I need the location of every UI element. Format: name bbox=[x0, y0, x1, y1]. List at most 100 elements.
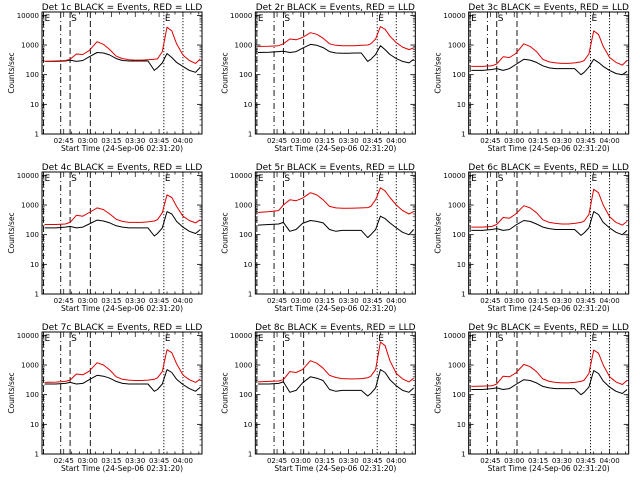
y-tick-label: 10 bbox=[30, 101, 39, 109]
marker-label: E bbox=[471, 334, 477, 344]
y-tick-label: 10000 bbox=[443, 332, 465, 340]
y-tick-label: 1 bbox=[248, 131, 252, 139]
x-tick-label: 04:00 bbox=[600, 297, 620, 305]
marker-label: E bbox=[45, 14, 51, 24]
marker-label: E bbox=[165, 174, 171, 184]
x-tick-label: 03:45 bbox=[362, 297, 382, 305]
y-axis-label: Counts/sec bbox=[7, 212, 16, 253]
panel-title: Det 6c BLACK = Events, RED = LLD bbox=[468, 163, 629, 173]
x-tick-label: 03:15 bbox=[528, 297, 548, 305]
x-tick-label: 03:30 bbox=[125, 297, 145, 305]
y-tick-label: 10000 bbox=[17, 172, 39, 180]
y-tick-label: 10 bbox=[243, 421, 252, 429]
panel-det-1: Det 1c BLACK = Events, RED = LLD 1 10 100 10… bbox=[7, 3, 203, 153]
x-tick-label: 03:30 bbox=[338, 457, 358, 465]
panel-det-8: Det 8c BLACK = Events, RED = LLD 1 10 100 10… bbox=[220, 323, 416, 473]
events-series-line bbox=[257, 43, 415, 64]
y-tick-label: 1000 bbox=[235, 362, 253, 370]
y-tick-label: 10000 bbox=[230, 172, 252, 180]
y-axis-label: Counts/sec bbox=[220, 372, 229, 413]
y-tick-label: 10000 bbox=[443, 172, 465, 180]
lld-series-line bbox=[257, 26, 414, 51]
panel-det-3: Det 3c BLACK = Events, RED = LLD 1 10 100 10… bbox=[434, 3, 630, 153]
x-tick-label: 03:30 bbox=[125, 137, 145, 145]
y-tick-label: 1000 bbox=[235, 42, 253, 50]
x-tick-label: 03:30 bbox=[338, 297, 358, 305]
y-axis-label: Counts/sec bbox=[7, 372, 16, 413]
y-tick-label: 10000 bbox=[17, 12, 39, 20]
plot-frame bbox=[468, 331, 630, 455]
marker-label: E bbox=[471, 174, 477, 184]
panel-det-5: Det 5r BLACK = Events, RED = LLD 1 10 100 10… bbox=[220, 163, 416, 313]
marker-label: E bbox=[592, 334, 598, 344]
x-axis-label: Start Time (24-Sep-06 02:31:20) bbox=[61, 464, 183, 473]
lld-series-line bbox=[44, 349, 201, 383]
plot-frame bbox=[254, 11, 416, 135]
panel-title: Det 1c BLACK = Events, RED = LLD bbox=[42, 3, 203, 13]
y-tick-label: 10000 bbox=[17, 332, 39, 340]
y-tick-label: 1000 bbox=[21, 202, 39, 210]
panel-title: Det 7c BLACK = Events, RED = LLD bbox=[42, 323, 203, 333]
y-tick-label: 10 bbox=[457, 101, 466, 109]
panel-det-4: Det 4c BLACK = Events, RED = LLD 1 10 100 10… bbox=[7, 163, 203, 313]
x-tick-label: 03:00 bbox=[291, 297, 311, 305]
y-tick-label: 1000 bbox=[448, 42, 466, 50]
y-tick-label: 100 bbox=[239, 231, 252, 239]
x-tick-label: 03:30 bbox=[125, 457, 145, 465]
x-tick-label: 03:00 bbox=[77, 297, 97, 305]
x-tick-label: 04:00 bbox=[600, 137, 620, 145]
y-axis-label: Counts/sec bbox=[220, 212, 229, 253]
plot-frame bbox=[41, 171, 203, 295]
x-tick-label: 02:45 bbox=[267, 457, 287, 465]
y-tick-label: 1000 bbox=[235, 202, 253, 210]
y-tick-label: 1 bbox=[461, 451, 465, 459]
y-tick-label: 1 bbox=[35, 451, 39, 459]
y-tick-label: 1 bbox=[461, 131, 465, 139]
y-tick-label: 10 bbox=[243, 261, 252, 269]
x-axis-label: Start Time (24-Sep-06 02:31:20) bbox=[274, 464, 396, 473]
x-tick-label: 03:45 bbox=[576, 297, 596, 305]
marker-label: S bbox=[284, 174, 290, 184]
x-tick-label: 02:45 bbox=[480, 137, 500, 145]
x-tick-label: 03:45 bbox=[362, 137, 382, 145]
y-axis-label: Counts/sec bbox=[434, 212, 443, 253]
x-tick-label: 03:30 bbox=[552, 297, 572, 305]
panel-title: Det 2r BLACK = Events, RED = LLD bbox=[256, 3, 415, 13]
events-series-line bbox=[44, 52, 201, 73]
x-tick-label: 03:15 bbox=[528, 457, 548, 465]
y-tick-label: 10000 bbox=[443, 12, 465, 20]
events-series-line bbox=[471, 370, 628, 396]
x-tick-label: 02:45 bbox=[54, 297, 74, 305]
x-tick-label: 03:45 bbox=[149, 137, 169, 145]
y-axis-label: Counts/sec bbox=[434, 372, 443, 413]
events-series-line bbox=[258, 369, 415, 397]
plot-frame bbox=[468, 11, 630, 135]
x-tick-label: 04:00 bbox=[386, 137, 406, 145]
y-tick-label: 10 bbox=[457, 261, 466, 269]
panel-title: Det 9c BLACK = Events, RED = LLD bbox=[468, 323, 629, 333]
marker-label: E bbox=[45, 334, 51, 344]
x-tick-label: 04:00 bbox=[600, 457, 620, 465]
marker-label: S bbox=[71, 14, 77, 24]
x-tick-label: 03:00 bbox=[291, 457, 311, 465]
plot-frame bbox=[254, 171, 416, 295]
x-tick-label: 02:45 bbox=[267, 297, 287, 305]
y-tick-label: 1000 bbox=[448, 362, 466, 370]
y-tick-label: 10000 bbox=[230, 12, 252, 20]
x-tick-label: 04:00 bbox=[173, 137, 193, 145]
x-tick-label: 03:45 bbox=[576, 137, 596, 145]
marker-label: E bbox=[378, 14, 384, 24]
marker-label: E bbox=[592, 174, 598, 184]
marker-label: S bbox=[498, 174, 504, 184]
x-tick-label: 02:45 bbox=[54, 137, 74, 145]
marker-label: E bbox=[592, 14, 598, 24]
events-series-line bbox=[471, 58, 628, 76]
plot-frame bbox=[41, 331, 203, 455]
x-axis-label: Start Time (24-Sep-06 02:31:20) bbox=[61, 304, 183, 313]
x-tick-label: 03:00 bbox=[77, 137, 97, 145]
x-tick-label: 02:45 bbox=[267, 137, 287, 145]
marker-label: E bbox=[378, 174, 384, 184]
marker-label: E bbox=[378, 334, 384, 344]
x-tick-label: 03:00 bbox=[504, 137, 524, 145]
